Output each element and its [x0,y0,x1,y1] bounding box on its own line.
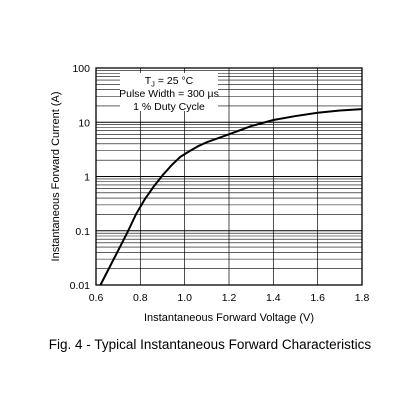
x-tick-label: 0.6 [89,292,104,304]
x-tick-label: 1.4 [266,292,281,304]
x-tick-labels: 0.6 0.8 1.0 1.2 1.4 1.6 1.8 [89,292,370,304]
y-tick-label: 0.01 [70,280,91,292]
plot-frame [95,67,363,286]
x-tick-label: 1.0 [177,292,192,304]
annotation-line-3: 1 % Duty Cycle [133,101,205,113]
x-tick-label: 1.2 [222,292,237,304]
y-tick-labels: 0.01 0.1 1 10 100 [70,63,91,292]
y-tick-label: 0.1 [75,226,90,238]
x-axis-label: Instantaneous Forward Voltage (V) [144,312,314,324]
forward-current-curve [99,108,363,286]
annotation-line-1: TJ = 25 °C [145,75,194,89]
annotation-line-2: Pulse Width = 300 µs [119,88,219,100]
annotation-box: TJ = 25 °C Pulse Width = 300 µs 1 % Duty… [119,73,219,113]
figure-caption: Fig. 4 - Typical Instantaneous Forward C… [48,337,372,352]
y-tick-label: 100 [72,63,90,75]
y-tick-label: 1 [84,172,90,184]
x-tick-label: 1.6 [310,292,325,304]
y-tick-label: 10 [78,117,90,129]
x-tick-label: 0.8 [133,292,148,304]
grid-lines [95,68,363,286]
y-axis-label: Instantaneous Forward Current (A) [50,92,62,262]
x-tick-label: 1.8 [355,292,370,304]
